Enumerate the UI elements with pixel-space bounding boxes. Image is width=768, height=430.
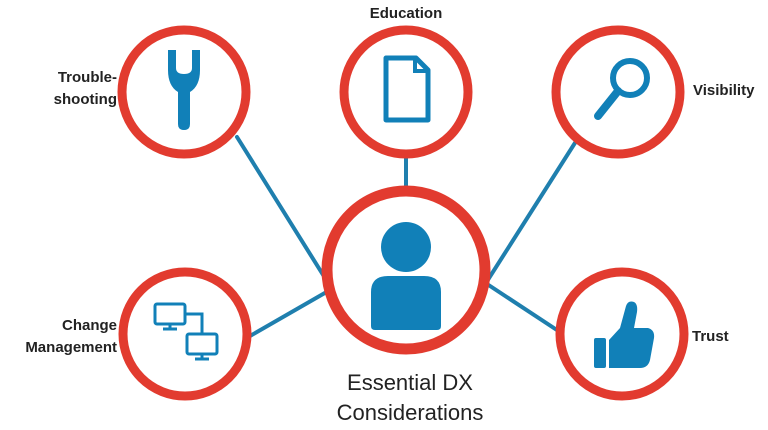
node-center [321, 185, 491, 355]
label-visibility: Visibility [693, 82, 755, 99]
center-title-line2: Considerations [337, 400, 484, 425]
node-troubleshooting [117, 25, 251, 159]
connectors [235, 133, 582, 338]
label-change-management-line2: Management [25, 339, 117, 356]
labels: Trouble- shooting Education Visibility C… [25, 5, 755, 425]
user-icon [371, 222, 441, 330]
center-title-line1: Essential DX [347, 370, 473, 395]
wrench-icon [168, 50, 200, 130]
document-icon [383, 55, 431, 123]
node-visibility [551, 25, 685, 159]
node-change-management [118, 267, 252, 401]
connector-trust [482, 280, 568, 338]
computers-icon [153, 302, 219, 361]
connector-troubleshooting [235, 135, 332, 288]
change-management-ring [118, 267, 252, 401]
node-education [339, 25, 473, 159]
label-education: Education [370, 5, 443, 22]
connector-visibility [482, 133, 582, 288]
label-trust: Trust [692, 328, 729, 345]
label-change-management-line1: Change [62, 317, 117, 334]
label-troubleshooting-line1: Trouble- [58, 69, 117, 86]
thumbs-up-icon [594, 301, 655, 368]
node-trust [555, 267, 689, 401]
label-troubleshooting-line2: shooting [54, 91, 117, 108]
magnifier-icon [594, 58, 650, 120]
connector-change-management [248, 288, 332, 338]
